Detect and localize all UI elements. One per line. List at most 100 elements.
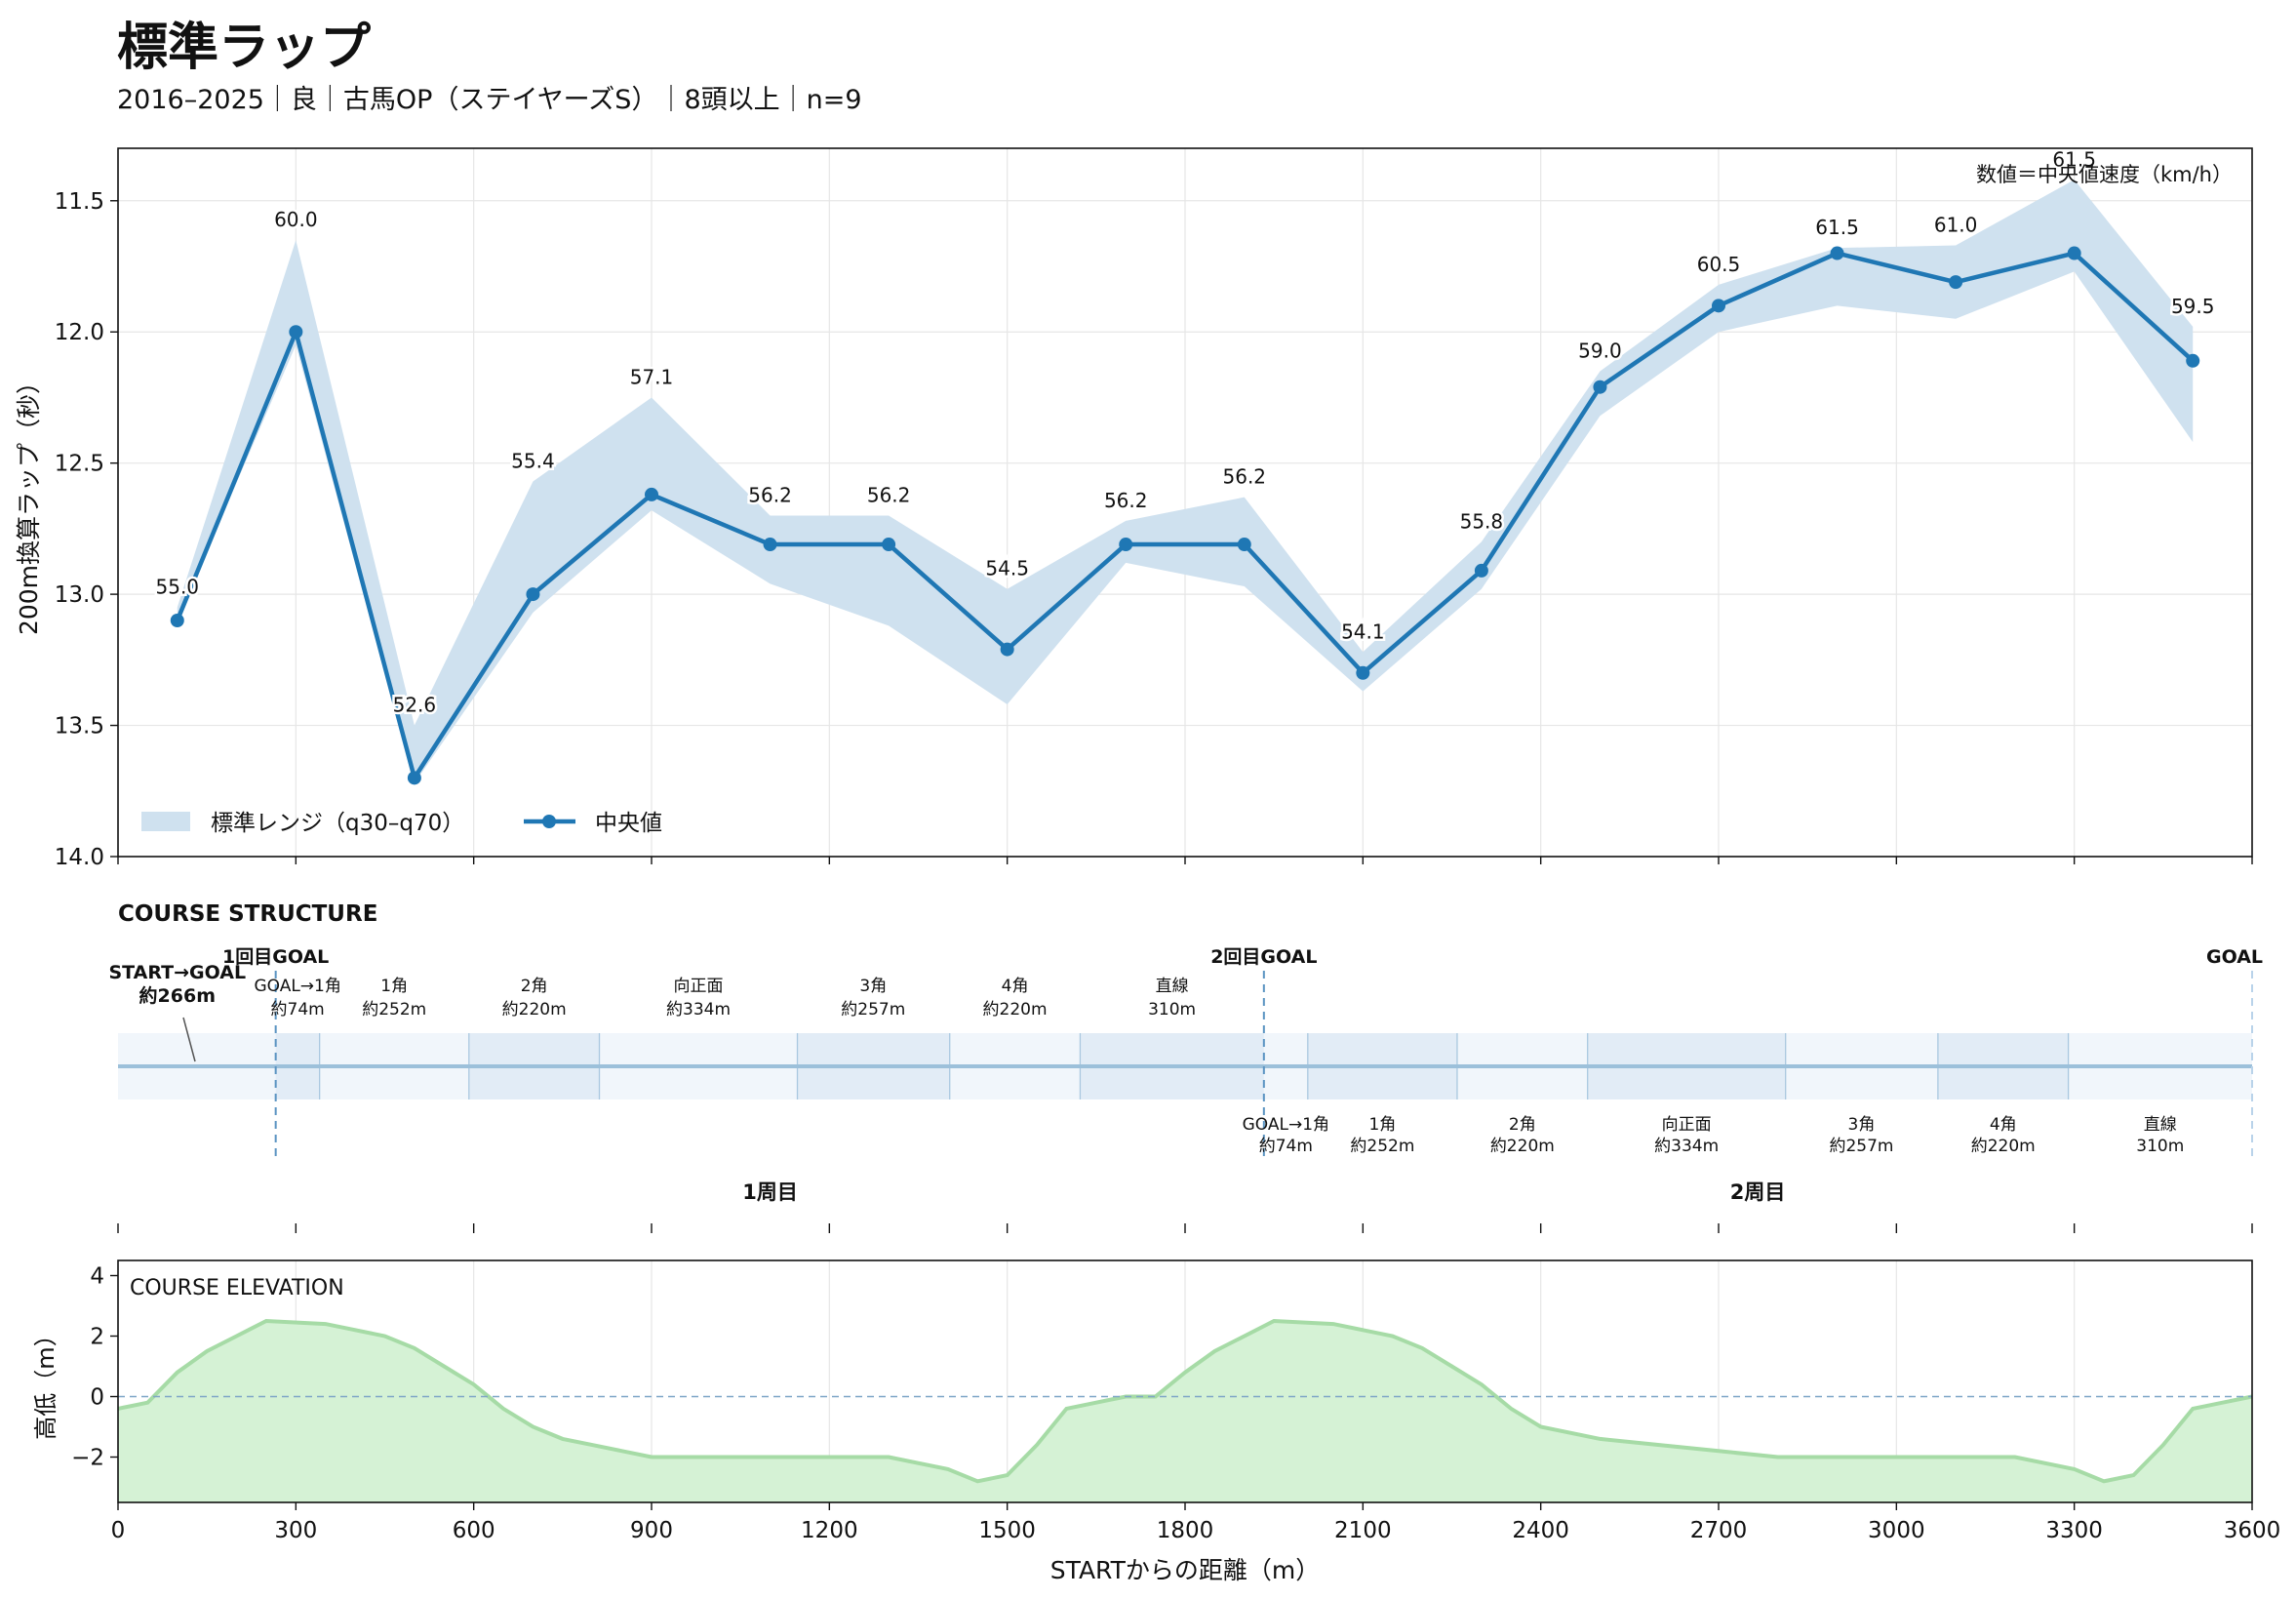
structure-top-label-line: 1回目GOAL	[222, 946, 329, 968]
y-tick-label: 13.0	[55, 582, 104, 608]
speed-annotation: 数値＝中央値速度（km/h）	[1976, 163, 2233, 186]
x-tick-label: 2700	[1690, 1518, 1748, 1543]
structure-top-label: GOAL→1角約74m	[254, 977, 340, 1019]
speed-data-label: 56.2	[1104, 489, 1148, 512]
y-tick-label: −2	[71, 1446, 104, 1471]
course-elevation-title: COURSE ELEVATION	[130, 1276, 344, 1300]
speed-data-label: 55.4	[511, 449, 555, 472]
structure-bottom-label-line: 約220m	[1971, 1137, 2036, 1156]
y-tick-label: 12.5	[55, 452, 104, 477]
x-tick-label: 3600	[2224, 1518, 2281, 1543]
structure-top-label: GOAL	[2206, 946, 2263, 968]
structure-bottom-label-line: 約257m	[1829, 1137, 1893, 1156]
structure-bottom-label: 3角約257m	[1829, 1115, 1893, 1156]
median-point	[645, 487, 658, 501]
structure-bottom-label-line: 2角	[1509, 1115, 1536, 1135]
structure-bottom-label-line: 3角	[1848, 1115, 1876, 1135]
structure-bottom-label-line: 約252m	[1350, 1137, 1414, 1156]
median-line	[175, 251, 2195, 780]
structure-bottom-label: 2角約220m	[1490, 1115, 1555, 1156]
median-point	[2067, 246, 2081, 260]
legend-band-swatch	[141, 812, 190, 831]
speed-data-label: 56.2	[867, 483, 911, 506]
x-tick-label: 300	[274, 1518, 317, 1543]
structure-top-label: START→GOAL 約266m	[108, 962, 246, 1007]
median-point	[289, 325, 303, 340]
structure-top-label: 直線 310m	[1148, 977, 1196, 1019]
structure-top-label-line: 約252m	[362, 1000, 426, 1019]
y-tick-label: 2	[90, 1325, 104, 1350]
structure-bottom-label-line: 約334m	[1654, 1137, 1719, 1156]
x-tick-label: 1200	[801, 1518, 858, 1543]
structure-top-label-line: 1角	[380, 977, 408, 996]
median-point	[526, 587, 540, 602]
median-point	[1949, 275, 1963, 290]
speed-data-label: 60.5	[1697, 253, 1741, 276]
speed-data-label: 61.5	[2052, 147, 2096, 171]
median-point	[1712, 299, 1725, 313]
median-point	[1237, 538, 1251, 552]
y-tick-label: 0	[90, 1385, 104, 1411]
structure-top-label-line: START→GOAL	[108, 962, 246, 983]
speed-data-label: 56.2	[1223, 465, 1267, 489]
lap-chart-panel: 55.0 60.0 52.6 55.4 57.1 56.2 56.2 54.5 56.2 56.2…	[15, 145, 2253, 870]
lap-label: 2周目	[1730, 1180, 1786, 1204]
structure-top-label-line: 約74m	[271, 1000, 325, 1019]
structure-bottom-label: GOAL→1角約74m	[1243, 1115, 1329, 1156]
speed-data-label: 54.1	[1341, 620, 1385, 643]
structure-bottom-label: 4角約220m	[1971, 1115, 2036, 1156]
speed-data-label: 55.0	[156, 576, 200, 599]
structure-bottom-label-line: 4角	[1990, 1115, 2017, 1135]
legend-band-label: 標準レンジ（q30–q70）	[211, 811, 464, 836]
lap-label: 1周目	[742, 1180, 798, 1204]
median-point	[1356, 665, 1370, 680]
structure-top-label-line: 直線	[1156, 977, 1189, 996]
elevation-line	[117, 1318, 2253, 1484]
structure-top-label-line: 向正面	[674, 977, 724, 996]
x-tick-label: 3300	[2045, 1518, 2103, 1543]
median-point	[2186, 353, 2200, 368]
legend-line-marker	[542, 815, 556, 828]
structure-top-label-line: 約266m	[139, 984, 216, 1007]
median-point	[1593, 380, 1607, 394]
x-tick-label: 3000	[1868, 1518, 1925, 1543]
structure-bottom-label-line: 310m	[2136, 1137, 2184, 1156]
structure-bottom-label-line: GOAL→1角	[1243, 1115, 1329, 1135]
x-tick-label: 1500	[978, 1518, 1036, 1543]
structure-top-label-line: 約220m	[502, 1000, 567, 1019]
structure-top-label-line: 約220m	[983, 1000, 1048, 1019]
x-tick-label: 0	[111, 1518, 126, 1543]
structure-top-label: 1回目GOAL	[222, 946, 329, 968]
structure-top-label-line: 3角	[859, 977, 887, 996]
structure-bottom-label-line: 向正面	[1662, 1115, 1712, 1135]
x-tick-label: 1800	[1157, 1518, 1214, 1543]
structure-top-label-line: GOAL→1角	[254, 977, 340, 996]
structure-top-label-line: 310m	[1148, 1000, 1196, 1019]
y-tick-label: 12.0	[55, 320, 104, 345]
start-leader-line	[182, 1017, 196, 1062]
median-point	[882, 538, 896, 552]
structure-top-label-line: 約334m	[666, 1000, 731, 1019]
structure-top-label: 1角約252m	[362, 977, 426, 1019]
standard-range-band	[177, 180, 2194, 783]
structure-bottom-label-line: 1角	[1368, 1115, 1396, 1135]
structure-bottom-label-line: 直線	[2144, 1115, 2177, 1135]
structure-top-label: 3角約257m	[841, 977, 905, 1019]
structure-bottom-label: 1角約252m	[1350, 1115, 1414, 1156]
y-tick-label: 14.0	[55, 845, 104, 870]
median-point	[763, 538, 777, 552]
structure-top-label-line: 2角	[521, 977, 548, 996]
structure-top-label: 向正面約334m	[666, 977, 731, 1019]
median-point	[1000, 642, 1014, 657]
speed-data-label: 54.5	[985, 557, 1029, 580]
y-tick-label: 4	[90, 1264, 104, 1290]
structure-top-label-line: GOAL	[2206, 946, 2263, 968]
structure-top-label: 4角約220m	[983, 977, 1048, 1019]
x-axis-label: STARTからの距離（m）	[1050, 1556, 1320, 1584]
structure-top-label: 2角約220m	[502, 977, 567, 1019]
median-point	[1119, 538, 1133, 552]
x-tick-label: 600	[453, 1518, 495, 1543]
structure-top-label-line: 4角	[1002, 977, 1029, 996]
structure-top-label: 2回目GOAL	[1210, 946, 1317, 968]
